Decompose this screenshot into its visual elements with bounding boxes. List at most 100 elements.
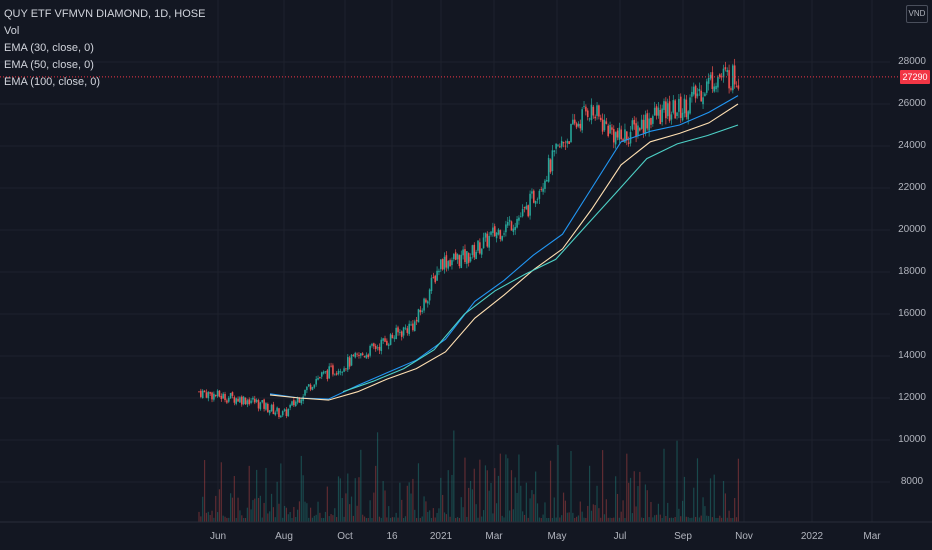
candle-body [432,276,435,278]
y-tick-label: 12000 [898,392,926,403]
candle-body [637,125,639,136]
candle-body [722,68,725,78]
volume-bar [670,517,673,522]
candle-body [596,105,598,116]
candle-body [579,123,582,129]
x-tick-label: 2022 [800,531,824,542]
volume-bar [525,482,527,522]
volume-bar [548,517,550,522]
volume-bar [568,512,570,522]
volume-bar [393,517,395,522]
ema-lines [269,95,739,401]
candle-body [473,244,476,258]
volume-bar [267,513,269,522]
candle-body [499,230,502,240]
candle-body [200,390,202,397]
volume-bar [382,481,384,522]
x-tick-label: Nov [735,531,753,542]
candle-body [653,107,656,116]
candle-body [482,237,485,249]
volume-bar [581,511,583,522]
volume-bar [386,517,388,522]
volume-bar [683,476,686,522]
volume-bar [575,516,578,522]
candle-body [216,390,219,397]
x-tick-label: Sep [674,531,692,542]
volume-bar [488,490,490,522]
volume-bar [391,517,394,522]
volume-bar [709,478,712,522]
candle-body [642,119,645,133]
candle-body [233,397,236,403]
volume-bar [507,458,509,522]
candle-body [508,219,511,222]
volume-bar [417,463,420,522]
candle-body [365,354,368,359]
volume-bar [481,516,483,522]
volume-bar [631,513,633,522]
volume-bar [655,514,658,522]
volume-bar [406,485,408,522]
candle-body [644,114,647,134]
candle-body [387,344,390,346]
legend-ema-50[interactable]: EMA (50, close, 0) [4,59,94,71]
volume-bar [203,460,206,522]
legend-title[interactable]: QUY ETF VFMVN DIAMOND, 1D, HOSE [4,8,206,20]
candle-body [345,368,347,370]
volume-bar [233,476,235,522]
candle-body [449,260,451,267]
candle-body [198,391,200,393]
candle-body [659,109,662,125]
volume-bar [211,510,213,522]
volume-bar [282,517,284,522]
candle-body [311,386,314,390]
candle-body [484,232,487,238]
candle-body [343,368,345,372]
candle-body [281,411,284,416]
candle-body [408,323,410,335]
candle-body [443,256,446,270]
volume-bar [456,517,459,522]
volume-bar [434,517,436,522]
volume-bar [682,500,684,522]
candle-body [211,392,213,400]
volume-bar [473,468,475,522]
candle-body [341,371,344,373]
candle-body [533,190,535,203]
volume-bar [451,474,453,522]
x-tick-label: Oct [337,531,353,542]
currency-button[interactable]: VND [906,5,928,23]
candle-body [581,109,583,131]
volume-bar [702,497,704,522]
candle-body [430,277,433,291]
volume-bar [615,476,617,522]
volume-bar [693,487,695,522]
volume-bar [659,514,661,522]
volume-bar [389,517,392,522]
candle-body [332,365,334,375]
y-tick-label: 16000 [898,308,926,319]
volume-bar [356,505,358,522]
candle-body [328,366,330,379]
candle-body [676,112,678,117]
volume-bar [706,515,708,522]
volume-bar [442,494,444,522]
volume-bar [510,470,513,522]
legend-vol[interactable]: Vol [4,25,20,37]
volume-bar [587,505,589,522]
legend-ema-100[interactable]: EMA (100, close, 0) [4,76,100,88]
volume-bar [261,517,263,522]
candle-body [493,226,496,237]
volume-bar [650,501,652,522]
volume-bar [289,511,291,522]
volume-bar [672,517,674,522]
legend-ema-30[interactable]: EMA (30, close, 0) [4,42,94,54]
volume-bar [287,514,289,522]
volume-bar [704,506,706,522]
candle-body [291,401,293,406]
volume-bar [572,512,574,522]
candle-body [588,118,591,120]
volume-bar [343,516,345,522]
candle-body [692,86,695,95]
